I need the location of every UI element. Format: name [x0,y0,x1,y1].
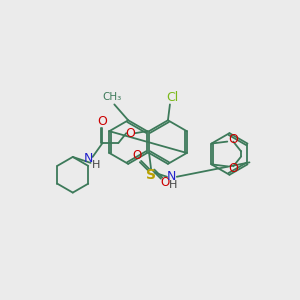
Text: N: N [84,152,93,165]
Text: O: O [160,176,170,189]
Text: O: O [228,162,238,175]
Text: N: N [167,170,176,183]
Text: O: O [125,127,135,140]
Text: O: O [98,115,107,128]
Text: CH₃: CH₃ [103,92,122,101]
Text: Cl: Cl [166,91,178,104]
Text: H: H [92,160,101,170]
Text: H: H [169,180,177,190]
Text: O: O [133,149,142,162]
Text: O: O [228,133,238,146]
Text: S: S [146,168,156,182]
